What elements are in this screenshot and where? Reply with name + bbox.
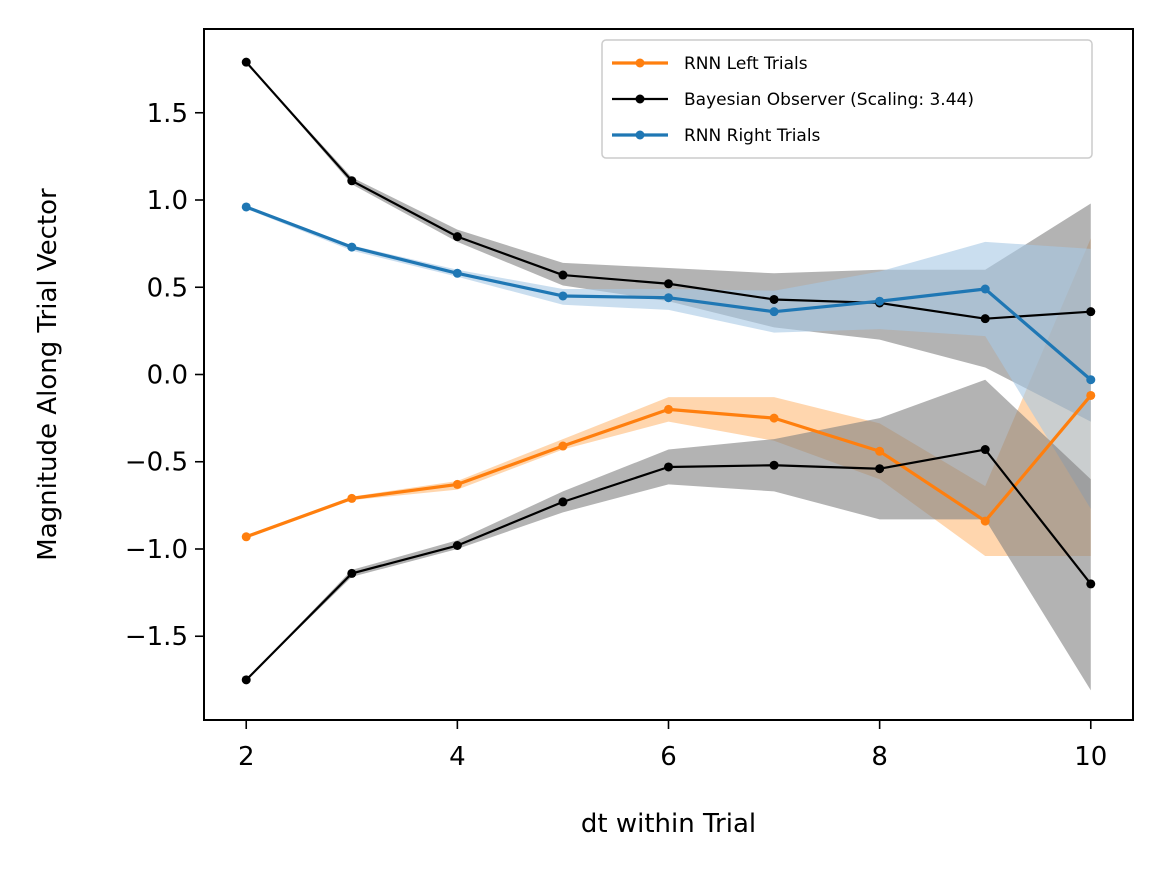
rnn-right-trials-point [1086,375,1096,385]
rnn-right-trials-point [452,268,462,278]
rnn-left-trials-point [980,516,990,526]
bayesian-observer-scaling-3-44-band [246,62,1091,422]
series-4-point [1086,579,1096,589]
series-4-point [664,462,673,472]
y-tick-label: −1.5 [125,622,188,652]
x-axis-label: dt within Trial [581,809,756,839]
rnn-right-trials-point [664,293,673,303]
y-tick-label: −0.5 [125,448,188,478]
bayesian-observer-scaling-3-44-point [558,270,568,280]
bayesian-observer-scaling-3-44-point [1086,307,1096,317]
rnn-right-trials-point [980,284,990,294]
bayesian-observer-scaling-3-44-point [980,314,990,324]
rnn-right-trials-point [347,242,357,252]
legend-label-bayesian-observer-scaling-3-44: Bayesian Observer (Scaling: 3.44) [684,90,974,110]
rnn-right-trials-point [558,291,568,301]
rnn-left-trials-point [1086,390,1096,400]
rnn-left-trials-point [664,404,673,414]
legend: RNN Left Trials Bayesian Observer (Scalin… [601,39,1093,159]
series-4-point [558,497,568,507]
legend-label-rnn-right-trials: RNN Right Trials [684,126,821,146]
y-tick-label: 0.0 [147,361,188,391]
y-tick-label: −1.0 [125,535,188,565]
rnn-left-trials-point [241,532,251,542]
bayesian-observer-scaling-3-44-point [664,279,673,289]
x-tick-label: 4 [449,742,466,772]
series-4-point [980,445,990,455]
legend-marker-bayesian-observer-scaling-3-44 [635,94,645,104]
bayesian-observer-scaling-3-44-point [241,57,251,67]
legend-marker-rnn-right-trials [635,130,645,140]
rnn-left-trials-point [558,441,568,451]
y-tick-label: 1.5 [147,99,188,129]
rnn-right-trials-point [769,307,779,317]
x-axis-ticks: 2 4 6 8 10 [238,720,1107,772]
rnn-left-trials-point [769,413,779,423]
y-tick-label: 0.5 [147,273,188,303]
rnn-right-trials-point [875,296,885,306]
x-tick-label: 10 [1074,742,1107,772]
series-4-point [347,568,357,578]
series-4-point [241,675,251,685]
y-tick-label: 1.0 [147,186,188,216]
rnn-left-trials-point [452,479,462,489]
series-4-point [769,460,779,470]
rnn-right-trials-band [246,205,1091,509]
confidence-bands [246,62,1091,691]
rnn-right-trials-point [241,202,251,212]
x-tick-label: 2 [238,742,255,772]
bayesian-observer-scaling-3-44-point [769,294,779,304]
series-points [241,57,1096,685]
legend-box [601,39,1093,159]
legend-label-rnn-left-trials: RNN Left Trials [684,54,808,74]
bayesian-observer-scaling-3-44-point [452,232,462,242]
bayesian-observer-scaling-3-44-point [347,176,357,186]
rnn-left-trials-point [347,493,357,503]
series-4-point [452,541,462,551]
series-4-point [875,464,885,474]
legend-marker-rnn-left-trials [635,58,645,68]
x-tick-label: 6 [660,742,677,772]
x-tick-label: 8 [871,742,888,772]
y-axis-label: Magnitude Along Trial Vector [33,188,63,561]
y-axis-ticks: −1.5 −1.0 −0.5 0.0 0.5 1.0 1.5 [125,99,204,652]
series-4-band [246,379,1091,691]
rnn-left-trials-point [875,446,885,456]
